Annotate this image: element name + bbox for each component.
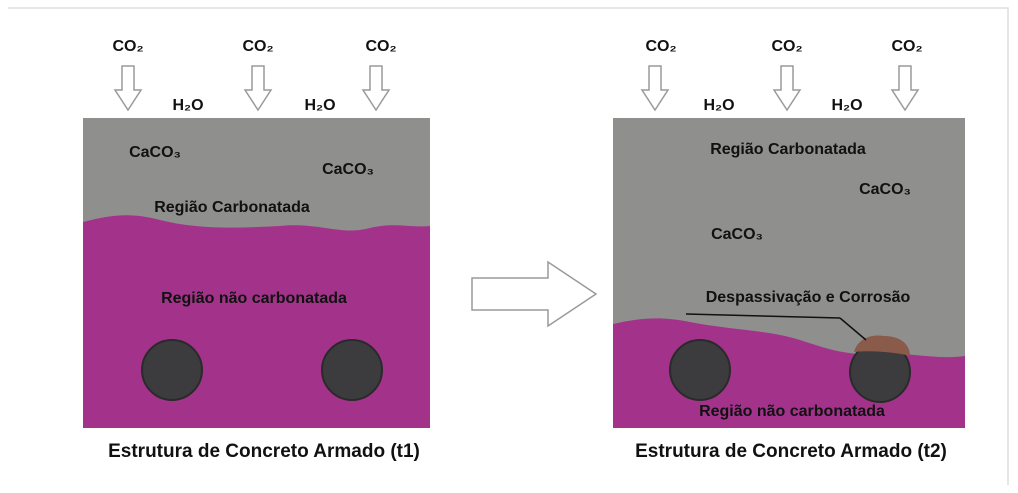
caption: Estrutura de Concreto Armado (t1) — [108, 441, 420, 462]
caco3-label: CaCO₃ — [129, 144, 181, 161]
rebar — [141, 339, 203, 401]
h2o-label: H₂O — [831, 97, 862, 114]
co2-label: CO₂ — [771, 38, 802, 55]
co2-label: CO₂ — [645, 38, 676, 55]
right-panel: CO₂ CO₂ CO₂ H₂O H₂O Região Carbonatada C… — [613, 38, 965, 462]
non-carbonated-label: Região não carbonatada — [161, 290, 347, 307]
caco3-label: CaCO₃ — [322, 161, 374, 178]
left-panel: CO₂ CO₂ CO₂ H₂O H₂O CaCO₃ CaCO₃ Região C… — [83, 38, 430, 462]
corrosion-patch — [854, 335, 910, 356]
pink-region — [83, 215, 430, 428]
non-carbonated-label: Região não carbonatada — [699, 403, 885, 420]
down-arrow — [773, 65, 801, 111]
pointer-line — [685, 313, 841, 319]
down-arrow — [641, 65, 669, 111]
h2o-label: H₂O — [172, 97, 203, 114]
frame — [8, 7, 1009, 485]
corrosion-label: Despassivação e Corrosão — [706, 289, 911, 306]
pointer-line — [839, 317, 867, 341]
down-arrow — [244, 65, 272, 111]
down-arrow — [362, 65, 390, 111]
co2-label: CO₂ — [365, 38, 396, 55]
co2-label: CO₂ — [891, 38, 922, 55]
co2-label: CO₂ — [112, 38, 143, 55]
h2o-label: H₂O — [304, 97, 335, 114]
caption: Estrutura de Concreto Armado (t2) — [635, 441, 947, 462]
rebar — [321, 339, 383, 401]
transition-arrow — [471, 260, 598, 328]
caco3-label: CaCO₃ — [711, 226, 763, 243]
down-arrow — [891, 65, 919, 111]
co2-label: CO₂ — [242, 38, 273, 55]
carbonated-label: Região Carbonatada — [154, 199, 310, 216]
down-arrow — [114, 65, 142, 111]
caco3-label: CaCO₃ — [859, 181, 911, 198]
h2o-label: H₂O — [703, 97, 734, 114]
rebar — [669, 339, 731, 401]
carbonated-label: Região Carbonatada — [710, 141, 866, 158]
